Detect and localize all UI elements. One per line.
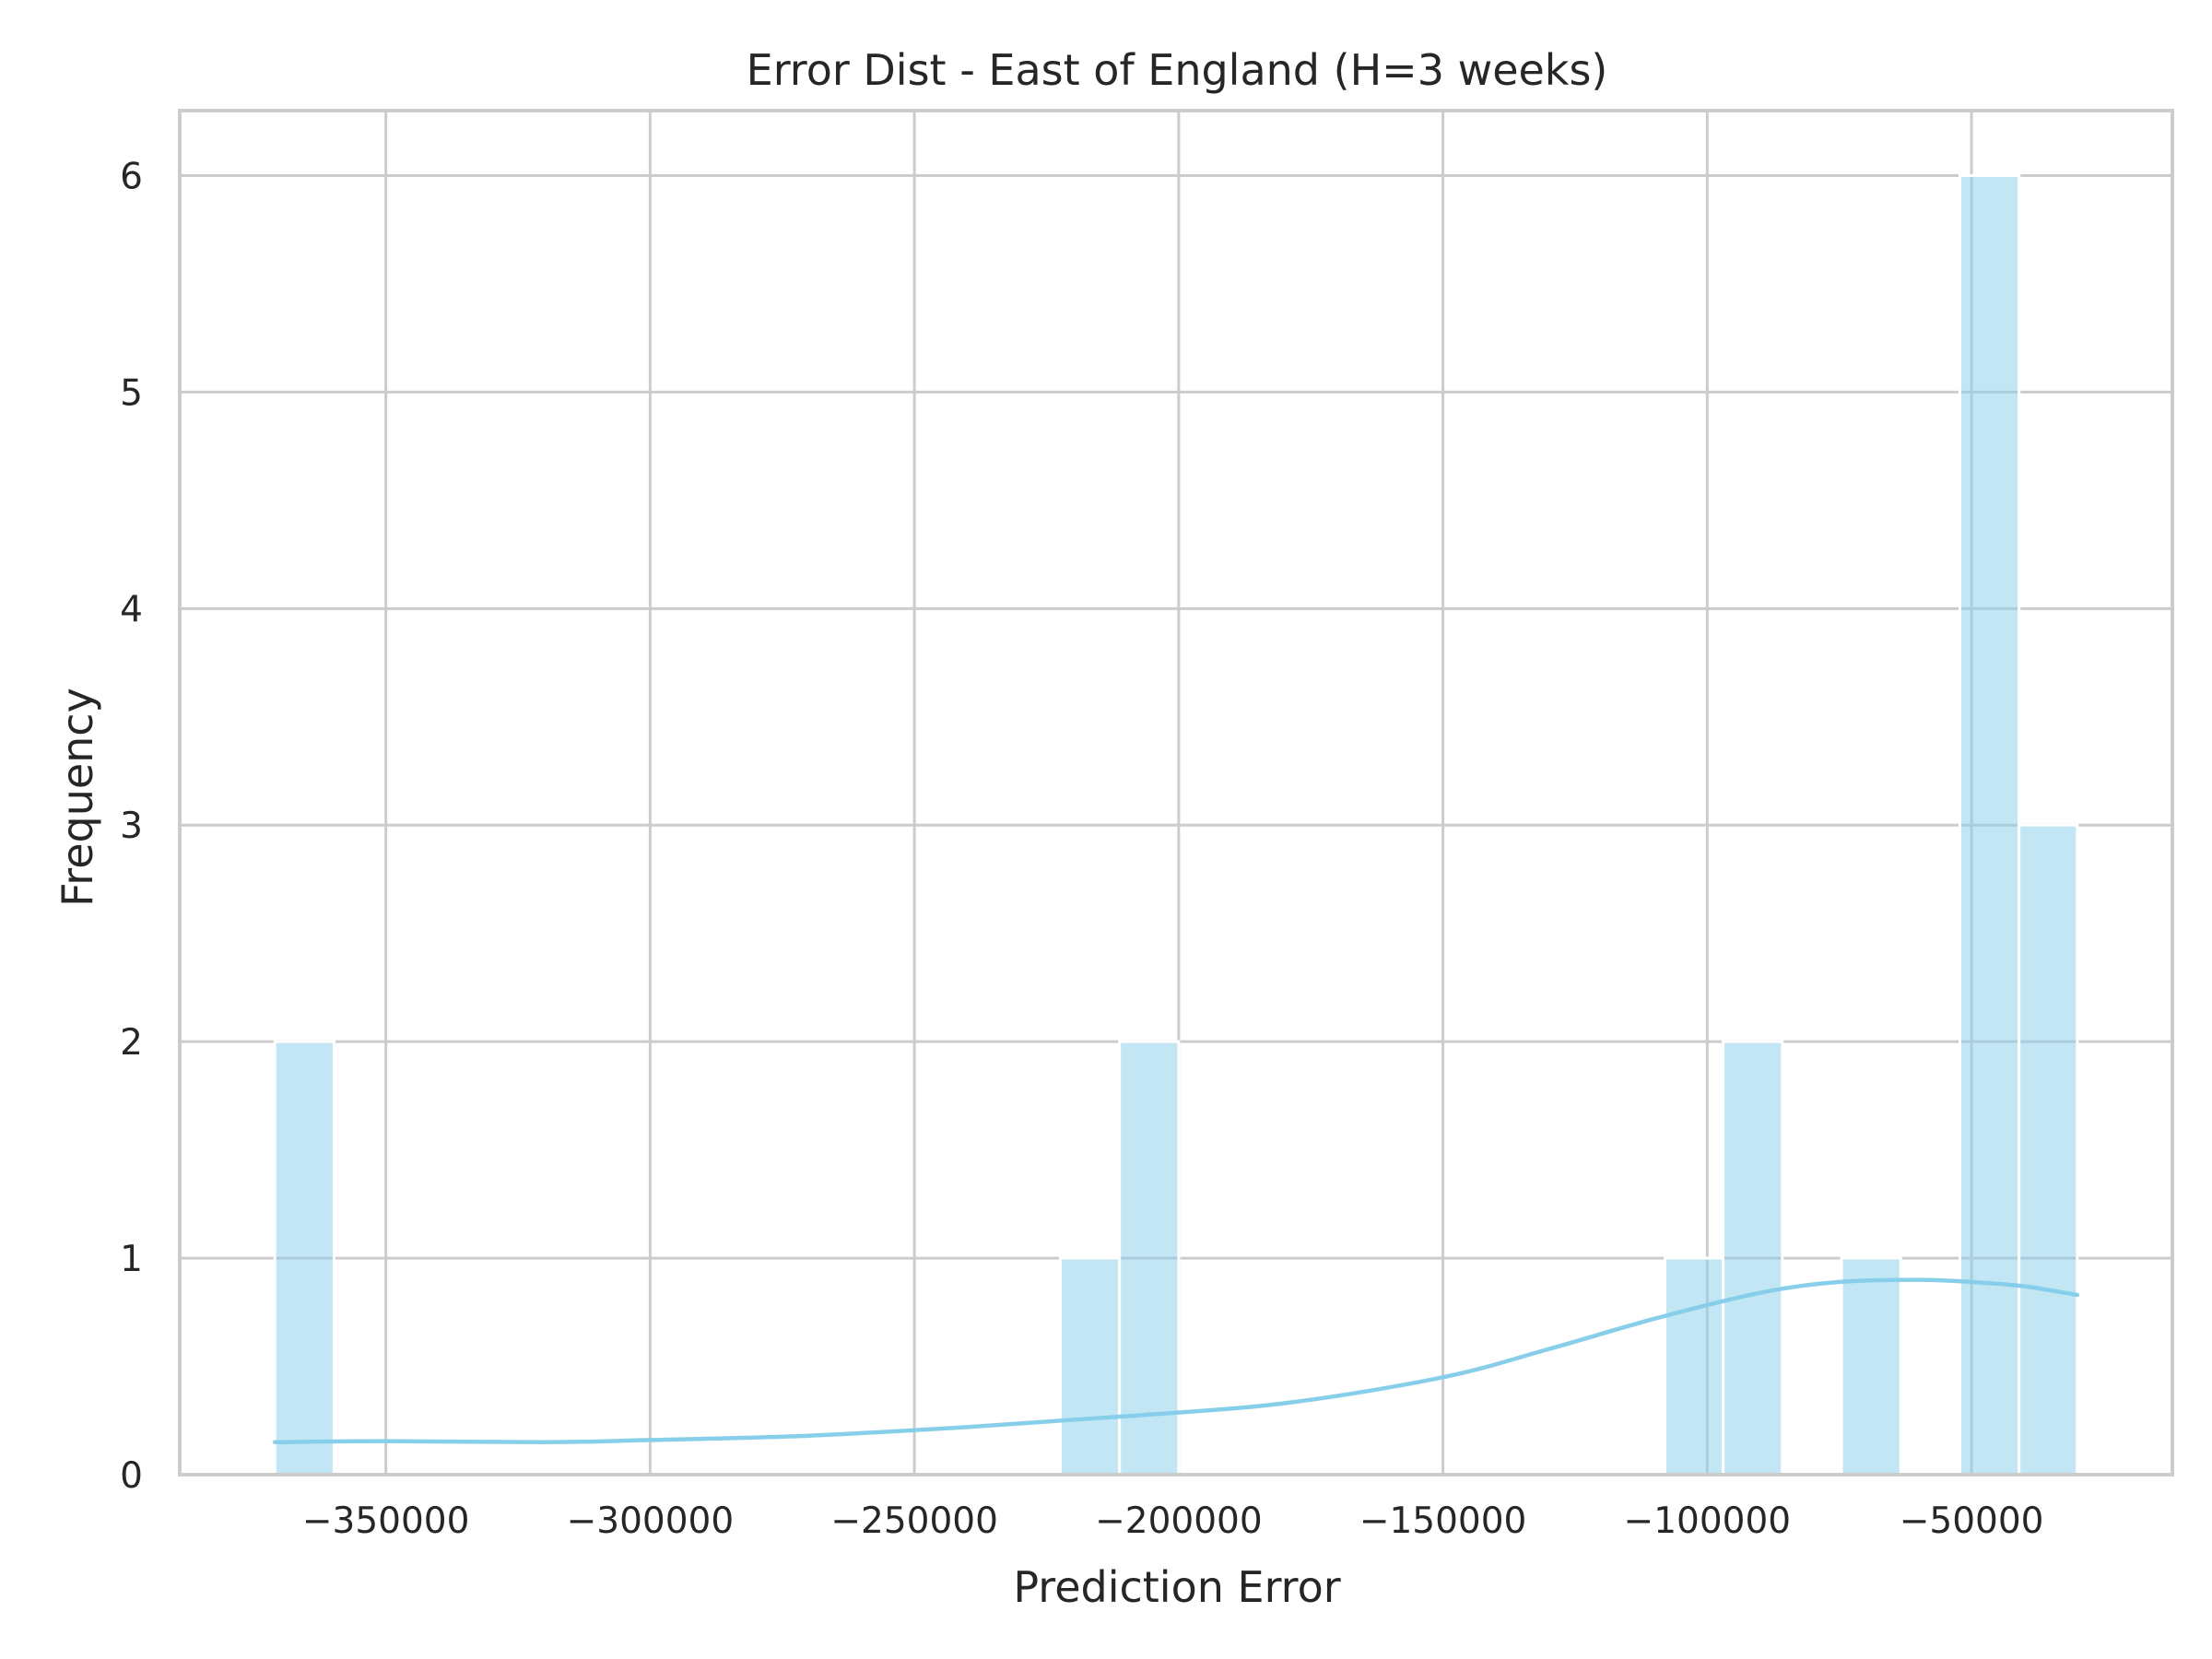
- histogram-bar: [1958, 173, 2021, 1477]
- y-axis-title: Frequency: [53, 688, 102, 907]
- x-tick-label: −50000: [1900, 1500, 2044, 1542]
- histogram-bars: [273, 173, 2079, 1477]
- histogram-bar: [1840, 1256, 1902, 1477]
- y-tick-label: 3: [120, 806, 143, 847]
- histogram-bar: [1722, 1040, 1784, 1477]
- x-tick-label: −300000: [567, 1500, 735, 1542]
- x-tick-label: −150000: [1359, 1500, 1527, 1542]
- plot-frame: [178, 109, 2174, 1477]
- x-tick-label: −200000: [1095, 1500, 1263, 1542]
- x-tick-label: −350000: [302, 1500, 470, 1542]
- histogram-bar: [273, 1040, 335, 1477]
- histogram-bar: [1663, 1256, 1725, 1477]
- x-tick-labels: −350000 −300000 −250000 −200000 −150000 −1000…: [302, 1500, 2044, 1542]
- y-tick-labels: 0 1 2 3 4 5 6: [120, 156, 143, 1497]
- y-tick-label: 2: [120, 1022, 143, 1064]
- x-tick-label: −100000: [1624, 1500, 1792, 1542]
- kde-curve: [272, 1277, 2080, 1445]
- y-tick-label: 0: [120, 1455, 143, 1497]
- histogram-bar: [1118, 1040, 1181, 1477]
- y-tick-label: 1: [120, 1239, 143, 1280]
- y-tick-label: 6: [120, 156, 143, 197]
- histogram-bar: [2018, 823, 2079, 1477]
- histogram-bar: [1058, 1256, 1122, 1477]
- y-tick-label: 5: [120, 372, 143, 414]
- y-tick-label: 4: [120, 589, 143, 630]
- kde-curve-layer: [272, 1277, 2080, 1445]
- x-axis-title: Prediction Error: [1013, 1562, 1340, 1612]
- x-tick-label: −250000: [830, 1500, 998, 1542]
- chart-title: Error Dist - East of England (H=3 weeks): [747, 45, 1608, 95]
